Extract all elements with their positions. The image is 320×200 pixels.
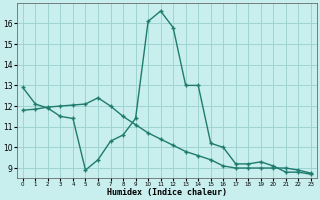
X-axis label: Humidex (Indice chaleur): Humidex (Indice chaleur) — [107, 188, 227, 197]
